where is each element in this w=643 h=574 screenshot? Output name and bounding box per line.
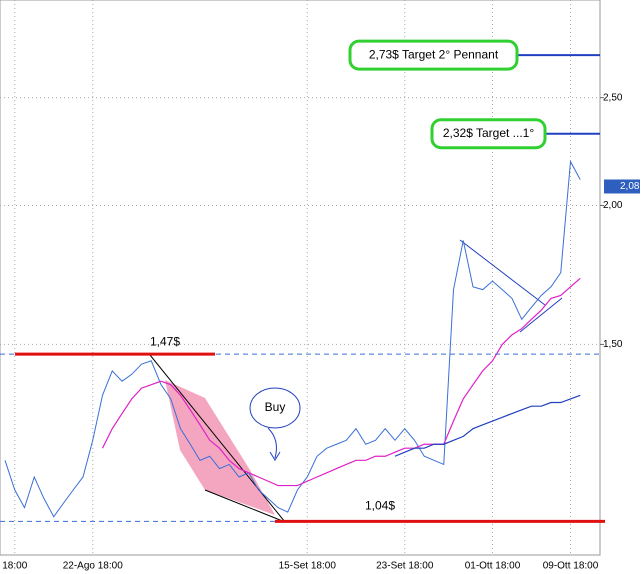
buy-arrow [267, 427, 281, 461]
x-tick-label: 15-Set 18:00 [279, 561, 337, 572]
level-label: 1,47$ [150, 334, 180, 348]
y-tick-label: 2,00 [603, 200, 623, 211]
price-tag [604, 179, 640, 194]
trend-line [149, 354, 286, 523]
plot-area [0, 0, 601, 556]
target-box [348, 39, 519, 71]
x-tick-label: 01-Ott 18:00 [465, 561, 521, 572]
buy-label: Buy [265, 400, 286, 414]
target-label: 2,32$ Target ...1° [443, 126, 535, 140]
trend-line [204, 489, 286, 523]
series-group [4, 159, 581, 518]
price-line [101, 277, 581, 487]
target-box [430, 118, 547, 150]
target-label: 2,73$ Target 2° Pennant [369, 47, 499, 61]
level-label: 1,04$ [365, 499, 395, 513]
x-tick-label: 09-Ott 18:00 [543, 561, 599, 572]
grid [0, 0, 600, 555]
x-tick-label: 23-Set 18:00 [376, 561, 434, 572]
pennant-line [459, 239, 546, 306]
x-tick-label: 22-Ago 18:00 [63, 561, 123, 572]
buy-bubble [249, 387, 301, 429]
x-tick-label: 18:00 [2, 561, 27, 572]
price-line [4, 159, 581, 518]
y-tick-label: 2,50 [603, 92, 623, 103]
price-tag-label: 2,08 [620, 181, 640, 192]
y-tick-label: 1,50 [603, 339, 623, 350]
price-line [394, 394, 581, 457]
pennant-line [519, 297, 563, 333]
